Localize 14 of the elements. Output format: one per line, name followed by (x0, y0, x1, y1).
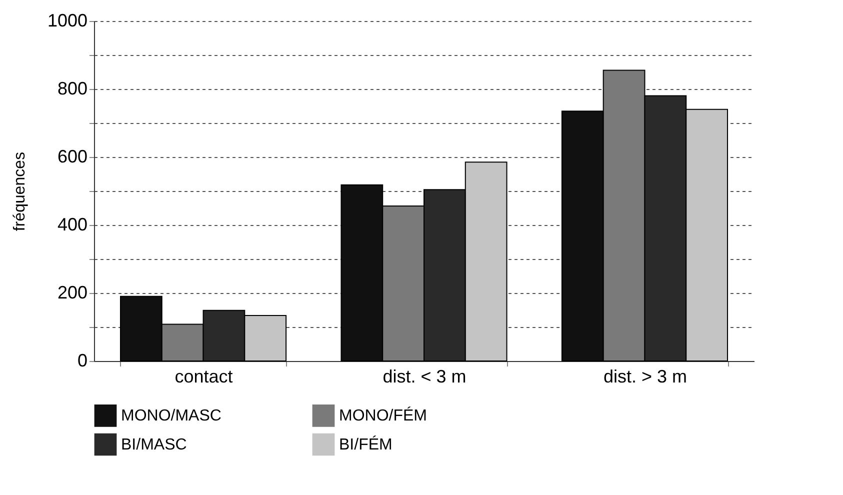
y-tick-label: 1000 (47, 10, 88, 30)
y-axis-title: fréquences (11, 152, 28, 232)
y-tick-label: 0 (77, 350, 88, 370)
x-tick-label: dist. < 3 m (382, 366, 466, 386)
y-tick-label: 600 (57, 146, 88, 166)
legend-label: BI/FÉM (339, 436, 392, 454)
legend-label: BI/MASC (121, 436, 187, 454)
legend-label: MONO/MASC (121, 408, 222, 425)
legend-label: MONO/FÉM (339, 406, 427, 425)
x-tick-label: contact (174, 366, 233, 386)
y-tick-label: 200 (57, 282, 88, 302)
x-tick-label: dist. > 3 m (603, 366, 687, 386)
y-tick-label: 400 (57, 214, 88, 234)
y-tick-label: 800 (57, 78, 88, 98)
